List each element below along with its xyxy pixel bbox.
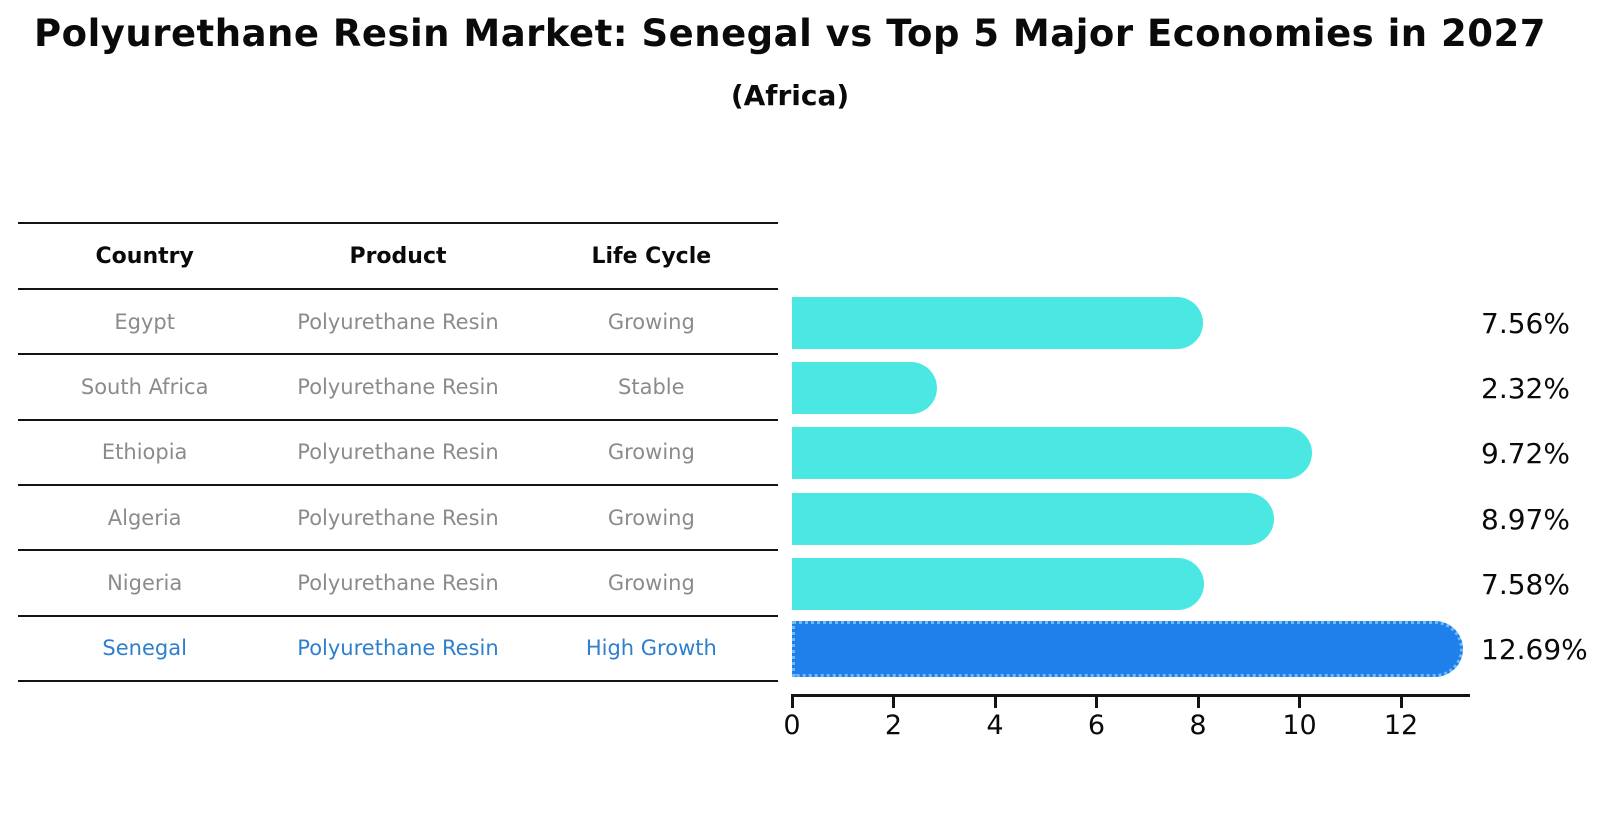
x-tick-label: 8 [1189,710,1207,741]
bar-value-label: 12.69% [1481,633,1588,667]
x-axis-line [791,694,1470,697]
bar-algeria [792,492,1275,545]
bar-south-africa [792,361,937,414]
table-cell-life-cycle: High Growth [585,636,717,661]
bar-value-label: 7.58% [1481,567,1570,601]
table-body: Egypt Polyurethane Resin Growing South Afri… [18,290,778,682]
chart-subtitle: (Africa) [730,79,850,112]
x-tick-label: 12 [1383,710,1419,741]
bar-value-label: 7.56% [1481,306,1570,340]
x-axis-tick [1095,694,1098,708]
table-cell-country: Algeria [107,505,182,530]
x-axis-tick [993,694,997,708]
x-tick-label: 0 [783,710,801,741]
table-row-south-africa: South Africa Polyurethane Resin Stable [18,355,778,421]
table-cell-life-cycle: Growing [607,309,695,334]
table-cell-product: Polyurethane Resin [297,309,499,334]
bar-egypt [792,296,1203,349]
table-cell-country: Ethiopia [101,440,188,465]
bar-value-label: 9.72% [1481,437,1570,471]
table-row-nigeria: Nigeria Polyurethane Resin Growing [18,551,778,617]
x-tick-label: 10 [1282,710,1317,741]
x-axis-tick [1298,694,1301,708]
table-cell-product: Polyurethane Resin [297,636,499,661]
table-row-senegal: Senegal Polyurethane Resin High Growth [18,617,778,682]
x-axis-tick [1399,694,1403,708]
x-tick-label: 2 [884,710,903,741]
table-row-ethiopia: Ethiopia Polyurethane Resin Growing [18,421,778,486]
bar-senegal [792,621,1464,678]
table-cell-country: Senegal [102,636,187,661]
table-cell-product: Polyurethane Resin [297,505,499,530]
table-header-product: Product [349,243,447,269]
table-row-egypt: Egypt Polyurethane Resin Growing [18,290,778,356]
bar-nigeria [792,557,1204,610]
x-tick-label: 6 [1087,710,1106,741]
table-header-country: Country [95,243,194,269]
table-cell-life-cycle: Growing [607,570,695,595]
comparison-table: Country Product Life Cycle Egypt Polyuret… [18,222,778,682]
table-cell-product: Polyurethane Resin [297,440,499,465]
table-cell-life-cycle: Stable [618,374,685,399]
table-cell-life-cycle: Growing [607,505,695,530]
table-cell-country: South Africa [80,374,209,399]
table-header-row: Country Product Life Cycle [18,222,778,290]
table-cell-product: Polyurethane Resin [297,570,499,595]
bar-value-label: 2.32% [1481,371,1570,405]
table-row-algeria: Algeria Polyurethane Resin Growing [18,486,778,552]
x-tick-label: 4 [986,710,1004,741]
bar-ethiopia [792,427,1313,480]
table-cell-life-cycle: Growing [607,440,695,465]
bar-value-label: 8.97% [1481,502,1570,536]
table-cell-country: Nigeria [107,570,183,595]
table-cell-product: Polyurethane Resin [297,374,499,399]
chart-title: Polyurethane Resin Market: Senegal vs To… [34,12,1546,55]
x-axis-tick [892,694,895,708]
x-axis-tick [790,694,794,708]
table-header-life-cycle: Life Cycle [591,243,712,269]
table-cell-country: Egypt [114,309,175,334]
x-axis-tick [1196,694,1200,708]
